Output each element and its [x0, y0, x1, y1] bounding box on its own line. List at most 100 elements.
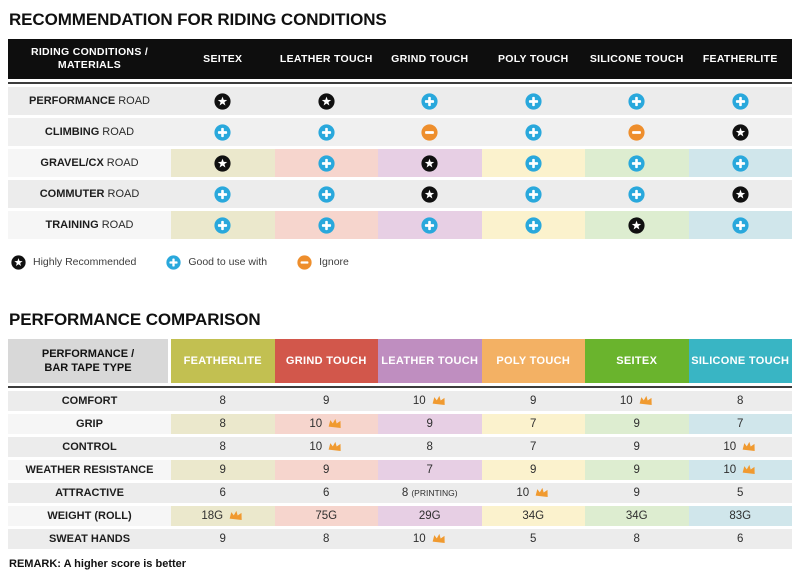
- score-value: 34G: [522, 510, 545, 522]
- score-cell: 9: [274, 391, 378, 411]
- score-cell: 6: [274, 483, 378, 503]
- row-label: SWEAT HANDS: [8, 529, 171, 549]
- rating-cell: [274, 149, 378, 177]
- rating-icon: [628, 154, 645, 172]
- row-label-strong: COMMUTER: [39, 188, 105, 200]
- score-cell: 6: [171, 483, 275, 503]
- score-note: (PRINTING): [411, 488, 458, 498]
- score-cell: 7: [378, 460, 482, 480]
- rating-icon: [421, 123, 438, 141]
- rating-icon: [421, 154, 438, 172]
- rating-icon: [525, 92, 542, 110]
- score-cell: 8: [274, 529, 378, 549]
- plus-icon: [166, 254, 181, 270]
- performance-title: PERFORMANCE COMPARISON: [9, 310, 261, 329]
- score-cell: 7: [688, 414, 792, 434]
- rating-icon: [628, 185, 645, 203]
- rating-cell: [688, 87, 792, 115]
- score-cell: 34G: [481, 506, 585, 526]
- performance-table-header: PERFORMANCE / BAR TAPE TYPE FEATHERLITE …: [8, 339, 792, 383]
- rating-cell: [171, 180, 275, 208]
- header-col-poly-touch: POLY TOUCH: [498, 52, 569, 65]
- rating-cell: [274, 211, 378, 239]
- rating-cell: [274, 180, 378, 208]
- header-performance-bar-tape: PERFORMANCE / BAR TAPE TYPE: [8, 339, 171, 383]
- row-label: GRIP: [8, 414, 171, 434]
- row-label: COMMUTER ROAD: [8, 180, 171, 208]
- score-value: 5: [530, 533, 537, 545]
- rating-cell: [274, 118, 378, 146]
- score-value: 9: [323, 395, 330, 407]
- rating-icon: [318, 123, 335, 141]
- rating-cell: [481, 211, 585, 239]
- crown-icon: [535, 487, 549, 498]
- rating-cell: [688, 211, 792, 239]
- header-riding-conditions: RIDING CONDITIONS / MATERIALS: [30, 46, 149, 71]
- header-col-leather-touch: LEATHER TOUCH: [378, 339, 482, 383]
- divider: [8, 82, 792, 84]
- crown-icon: [639, 395, 653, 406]
- score-cell: 7: [481, 414, 585, 434]
- table-row-weight-roll: WEIGHT (ROLL) 18G 75G 29G 34G 34G 83G: [8, 506, 792, 526]
- score-value: 6: [323, 487, 330, 499]
- table-row-attractive: ATTRACTIVE 6 6 8 (PRINTING) 10 9 5: [8, 483, 792, 503]
- rating-icon: [732, 123, 749, 141]
- row-label-rest: ROAD: [106, 157, 139, 169]
- rating-icon: [732, 216, 749, 234]
- rating-icon: [318, 92, 335, 110]
- score-value: 8: [426, 441, 433, 453]
- minus-icon: [297, 254, 312, 270]
- header-col-silicone-touch: SILICONE TOUCH: [688, 339, 792, 383]
- header-col-grind-touch: GRIND TOUCH: [274, 339, 378, 383]
- row-label: PERFORMANCE ROAD: [8, 87, 171, 115]
- row-label-rest: ROAD: [118, 95, 150, 107]
- score-value: 10: [309, 441, 323, 453]
- rating-icon: [525, 185, 542, 203]
- score-value: 10: [412, 395, 426, 407]
- table-row-control: CONTROL 8 10 8 7 9 10: [8, 437, 792, 457]
- table-row-weather-resistance: WEATHER RESISTANCE 9 9 7 9 9 10: [8, 460, 792, 480]
- score-cell: 8: [378, 437, 482, 457]
- score-cell: 29G: [378, 506, 482, 526]
- score-value: 8: [401, 487, 409, 499]
- table-row-sweat-hands: SWEAT HANDS 9 8 10 5 8 6: [8, 529, 792, 549]
- rating-cell: [171, 118, 275, 146]
- legend-label: Highly Recommended: [33, 256, 137, 268]
- score-cell: 9: [171, 529, 275, 549]
- rating-icon: [628, 123, 645, 141]
- rating-icon: [214, 92, 231, 110]
- rating-cell: [481, 149, 585, 177]
- rating-cell: [378, 118, 482, 146]
- legend-label: Ignore: [319, 256, 349, 268]
- rating-cell: [585, 149, 689, 177]
- rating-cell: [378, 180, 482, 208]
- rating-icon: [525, 154, 542, 172]
- row-label: ATTRACTIVE: [8, 483, 171, 503]
- crown-icon: [742, 464, 756, 475]
- score-cell: 9: [585, 460, 689, 480]
- crown-icon: [328, 418, 342, 429]
- rating-icon: [318, 216, 335, 234]
- rating-icon: [732, 154, 749, 172]
- score-value: 34G: [625, 510, 648, 522]
- table-row-performance-road: PERFORMANCE ROAD: [8, 87, 792, 115]
- rating-icon: [421, 185, 438, 203]
- table-row-grip: GRIP 8 10 9 7 9 7: [8, 414, 792, 434]
- header-col-featherlite: FEATHERLITE: [171, 339, 275, 383]
- rating-cell: [274, 87, 378, 115]
- rating-icon: [318, 154, 335, 172]
- score-value: 83G: [729, 510, 752, 522]
- rating-icon: [628, 92, 645, 110]
- legend-item-good-to-use: Good to use with: [166, 254, 267, 270]
- rating-cell: [585, 87, 689, 115]
- rating-cell: [378, 211, 482, 239]
- crown-icon: [432, 395, 446, 406]
- remark-text: REMARK: A higher score is better: [9, 558, 187, 570]
- row-label-rest: ROAD: [101, 219, 134, 231]
- rating-icon: [525, 123, 542, 141]
- score-value: 18G: [201, 510, 224, 522]
- score-cell: 5: [688, 483, 792, 503]
- header-col-silicone-touch: SILICONE TOUCH: [589, 52, 684, 65]
- rating-cell: [171, 87, 275, 115]
- row-label-strong: TRAINING: [45, 219, 99, 231]
